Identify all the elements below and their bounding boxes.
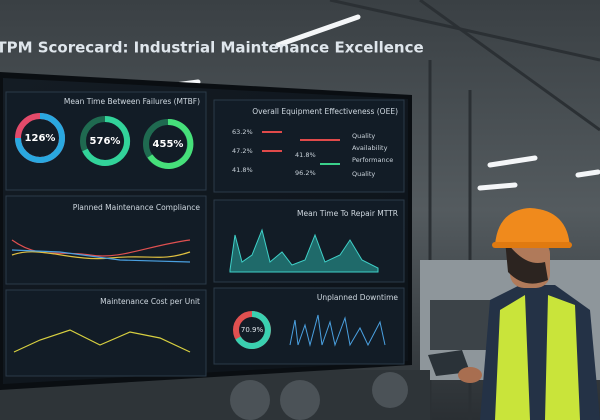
gauge-value: 576% — [90, 136, 121, 147]
gauge-value: 455% — [153, 139, 184, 150]
downtime-donut — [233, 311, 271, 349]
oee-metric: Performance — [352, 156, 393, 164]
oee-metric: Quality — [352, 170, 375, 178]
oee-value: 63.2% — [232, 128, 253, 136]
panel-title: Mean Time Between Failures (MTBF) — [64, 97, 200, 106]
panel-title: Overall Equipment Effectiveness (OEE) — [252, 107, 398, 116]
oee-metric: Availability — [352, 144, 388, 152]
panel-title: Maintenance Cost per Unit — [100, 297, 200, 306]
panel-title: Unplanned Downtime — [317, 293, 399, 302]
worker — [428, 208, 600, 420]
gears — [230, 372, 408, 420]
machine-window — [430, 300, 490, 350]
gauge-rings — [15, 113, 194, 169]
oee-value: 47.2% — [232, 147, 253, 155]
cost-line — [13, 329, 191, 353]
oee-metric-value: 96.2% — [295, 169, 316, 177]
oee-metric-value: 41.8% — [295, 151, 316, 159]
oee-metric: Quality — [352, 132, 375, 140]
mttr-area — [229, 228, 379, 273]
title: TPM Scorecard: Industrial Maintenance Ex… — [0, 39, 424, 57]
panel-title: Mean Time To Repair MTTR — [297, 209, 398, 218]
panel-title: Planned Maintenance Compliance — [73, 203, 201, 212]
downtime-bars — [289, 314, 386, 347]
panels — [5, 91, 405, 377]
oee-bars — [262, 131, 340, 165]
compliance-chart — [11, 239, 191, 263]
oee-value: 41.8% — [232, 166, 253, 174]
gauge-value: 126% — [25, 133, 56, 144]
donut-value: 70.9% — [241, 326, 264, 334]
